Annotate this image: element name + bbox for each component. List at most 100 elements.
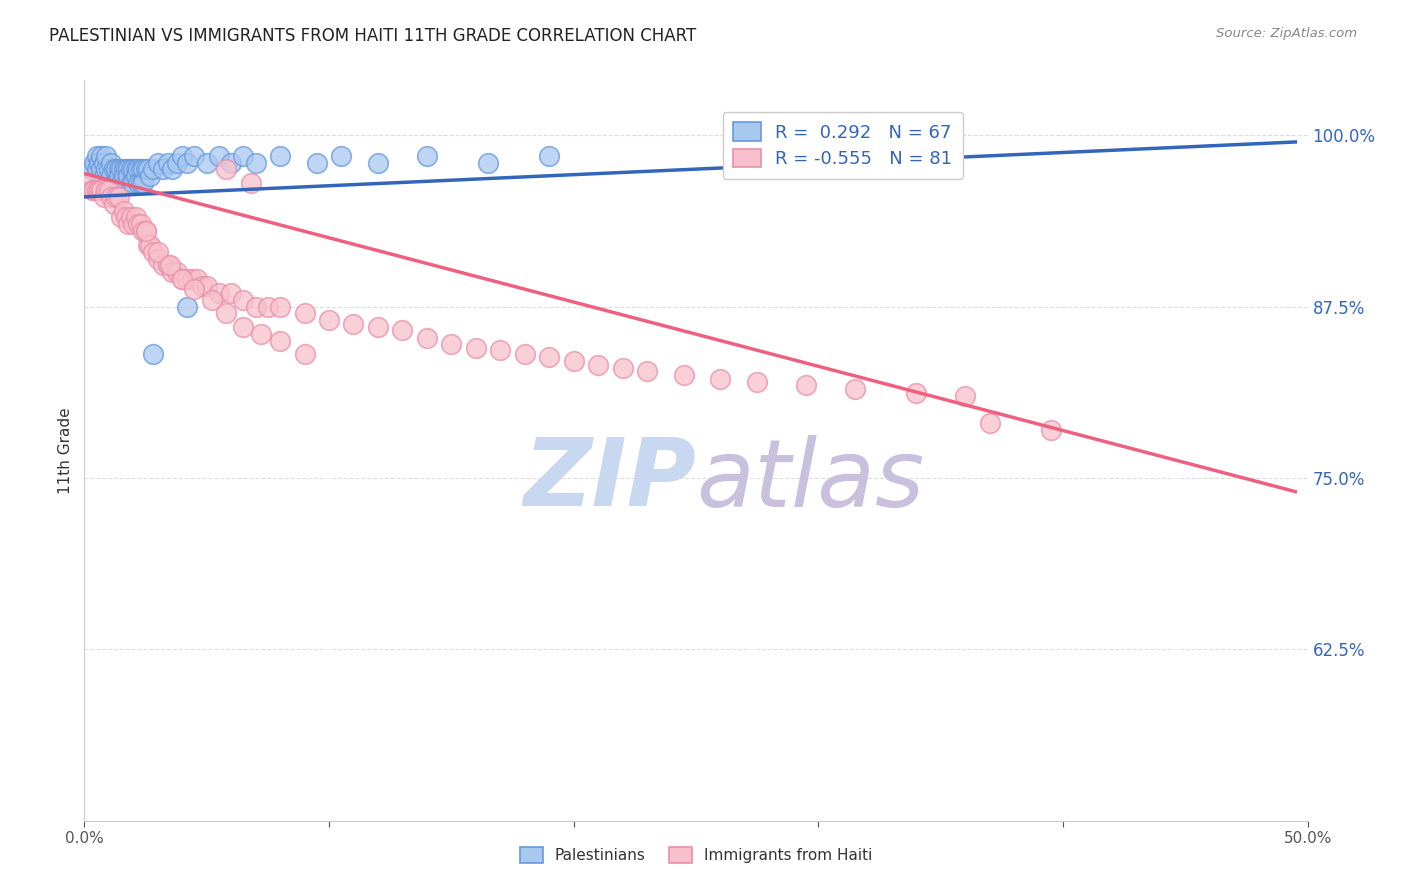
Point: [86, 149, 108, 163]
Point: [440, 336, 463, 351]
Point: [219, 285, 242, 300]
Point: [97, 183, 120, 197]
Point: [232, 293, 254, 307]
Point: [562, 354, 585, 368]
Point: [77, 176, 100, 190]
Point: [342, 318, 364, 332]
Point: [215, 306, 238, 320]
Point: [416, 149, 439, 163]
Point: [208, 149, 231, 163]
Point: [249, 326, 271, 341]
Point: [709, 372, 731, 386]
Point: [146, 244, 169, 259]
Point: [146, 155, 169, 169]
Point: [120, 211, 142, 225]
Y-axis label: 11th Grade: 11th Grade: [58, 407, 73, 494]
Point: [97, 162, 120, 177]
Point: [127, 217, 149, 231]
Point: [117, 162, 139, 177]
Point: [245, 300, 267, 314]
Point: [305, 155, 328, 169]
Point: [672, 368, 695, 382]
Point: [172, 272, 194, 286]
Point: [115, 211, 138, 225]
Point: [142, 347, 165, 361]
Point: [747, 375, 769, 389]
Point: [96, 183, 118, 197]
Point: [146, 252, 169, 266]
Point: [139, 169, 162, 184]
Point: [636, 364, 658, 378]
Point: [367, 155, 389, 169]
Point: [367, 320, 389, 334]
Point: [294, 306, 316, 320]
Point: [477, 155, 499, 169]
Point: [135, 224, 157, 238]
Text: PALESTINIAN VS IMMIGRANTS FROM HAITI 11TH GRADE CORRELATION CHART: PALESTINIAN VS IMMIGRANTS FROM HAITI 11T…: [49, 27, 696, 45]
Point: [219, 155, 242, 169]
Point: [159, 259, 181, 273]
Point: [183, 282, 205, 296]
Point: [152, 162, 174, 177]
Point: [172, 272, 194, 286]
Point: [132, 162, 155, 177]
Point: [166, 155, 188, 169]
Point: [135, 224, 157, 238]
Point: [115, 176, 138, 190]
Point: [97, 176, 120, 190]
Point: [464, 341, 486, 355]
Point: [191, 279, 214, 293]
Point: [125, 211, 148, 225]
Point: [513, 347, 536, 361]
Point: [172, 149, 194, 163]
Point: [489, 343, 512, 358]
Point: [117, 217, 139, 231]
Point: [110, 162, 132, 177]
Point: [93, 169, 115, 184]
Point: [120, 162, 142, 177]
Point: [86, 183, 108, 197]
Point: [330, 149, 353, 163]
Point: [232, 149, 254, 163]
Point: [115, 162, 138, 177]
Point: [103, 196, 125, 211]
Point: [93, 155, 115, 169]
Text: ZIP: ZIP: [523, 434, 696, 526]
Point: [979, 416, 1001, 430]
Point: [107, 169, 129, 184]
Point: [136, 237, 159, 252]
Point: [269, 334, 291, 348]
Point: [538, 149, 561, 163]
Point: [135, 162, 157, 177]
Point: [125, 162, 148, 177]
Point: [257, 300, 280, 314]
Point: [87, 183, 110, 197]
Point: [129, 217, 152, 231]
Point: [127, 176, 149, 190]
Point: [90, 183, 112, 197]
Point: [107, 190, 129, 204]
Point: [80, 183, 103, 197]
Point: [245, 155, 267, 169]
Point: [612, 361, 634, 376]
Point: [142, 162, 165, 177]
Point: [1039, 423, 1062, 437]
Point: [93, 190, 115, 204]
Point: [112, 169, 135, 184]
Point: [80, 162, 103, 177]
Point: [905, 385, 928, 400]
Point: [239, 176, 262, 190]
Point: [195, 155, 218, 169]
Point: [136, 162, 159, 177]
Point: [156, 155, 179, 169]
Point: [122, 162, 145, 177]
Point: [176, 300, 198, 314]
Point: [586, 359, 609, 373]
Point: [232, 320, 254, 334]
Point: [112, 162, 135, 177]
Point: [200, 293, 222, 307]
Point: [269, 149, 291, 163]
Point: [112, 203, 135, 218]
Point: [105, 162, 128, 177]
Point: [139, 237, 162, 252]
